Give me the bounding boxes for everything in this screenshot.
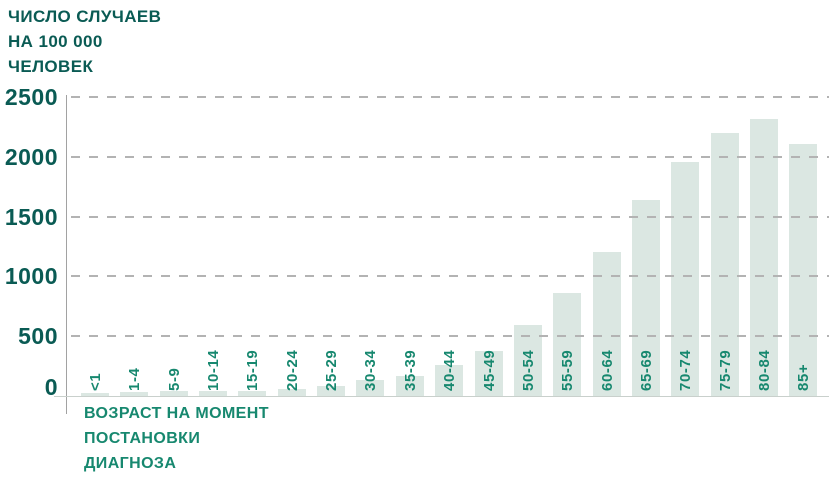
x-axis-category-label: 60-64 xyxy=(599,349,616,391)
x-axis-category-label: 45-49 xyxy=(481,349,498,391)
x-axis-category-label: 50-54 xyxy=(520,349,537,391)
x-axis-category-label: 30-34 xyxy=(362,349,379,391)
x-axis-category-label: 35-39 xyxy=(402,349,419,391)
x-axis-category-label: 80-84 xyxy=(756,349,773,391)
y-axis-tick-label: 2500 xyxy=(4,84,58,110)
x-axis-category-label: <1 xyxy=(87,372,104,391)
bar-25-29 xyxy=(317,386,345,396)
bar-55-59 xyxy=(553,293,581,396)
bar-40-44 xyxy=(435,365,463,396)
x-axis-category-label: 20-24 xyxy=(284,349,301,391)
bar-70-74 xyxy=(671,162,699,396)
gridline-2000 xyxy=(67,155,829,158)
bar-35-39 xyxy=(396,376,424,396)
gridline-1000 xyxy=(67,275,829,278)
y-axis-tick-label: 500 xyxy=(18,323,58,350)
y-axis-title-line-1: ЧИСЛО СЛУЧАЕВ xyxy=(8,7,162,26)
bar-30-34 xyxy=(356,380,384,396)
bar-10-14 xyxy=(199,391,227,396)
x-axis-category-label: 25-29 xyxy=(323,349,340,391)
bar-80-84 xyxy=(750,119,778,396)
y-axis-title-line-2: НА 100 000 xyxy=(8,32,103,51)
bar-5-9 xyxy=(160,391,188,396)
x-axis-category-label: 75-79 xyxy=(717,349,734,391)
bar-65-69 xyxy=(632,200,660,396)
y-axis-tick-label: 1500 xyxy=(4,203,58,230)
y-axis-tick-label: 2000 xyxy=(4,143,58,170)
bar-75-79 xyxy=(711,133,739,396)
x-axis-title-line-1: ВОЗРАСТ НА МОМЕНТ xyxy=(84,405,269,422)
x-axis-category-label: 40-44 xyxy=(441,349,458,391)
bar-1-4 xyxy=(120,392,148,396)
x-axis-category-label: 55-59 xyxy=(559,349,576,391)
x-axis-category-label: 15-19 xyxy=(244,349,261,391)
bar-85+ xyxy=(789,144,817,396)
x-axis-category-label: 85+ xyxy=(795,363,812,391)
y-axis-title-line-3: ЧЕЛОВЕК xyxy=(8,57,94,76)
x-axis-category-label: 10-14 xyxy=(205,349,222,391)
y-axis-line xyxy=(66,95,67,414)
bar-<1 xyxy=(81,393,109,396)
y-axis-title: ЧИСЛО СЛУЧАЕВ НА 100 000 ЧЕЛОВЕК xyxy=(8,4,161,79)
y-axis-tick-label: 1000 xyxy=(4,263,58,290)
bar-20-24 xyxy=(278,389,306,396)
gridline-2500 xyxy=(67,96,829,98)
bar-45-49 xyxy=(475,351,503,396)
gridline-500 xyxy=(67,335,829,338)
bar-15-19 xyxy=(238,391,266,396)
y-axis-tick-label: 0 xyxy=(44,374,58,400)
x-axis-title-line-3: ДИАГНОЗА xyxy=(84,455,177,472)
gridline-1500 xyxy=(67,215,829,218)
x-axis-category-label: 65-69 xyxy=(638,349,655,391)
x-axis-category-label: 1-4 xyxy=(126,367,143,391)
x-axis-category-label: 70-74 xyxy=(677,349,694,391)
x-axis-line xyxy=(54,396,829,397)
x-axis-title: ВОЗРАСТ НА МОМЕНТ ПОСТАНОВКИ ДИАГНОЗА xyxy=(84,401,269,476)
x-axis-title-line-2: ПОСТАНОВКИ xyxy=(84,430,201,447)
x-axis-category-label: 5-9 xyxy=(166,367,183,391)
